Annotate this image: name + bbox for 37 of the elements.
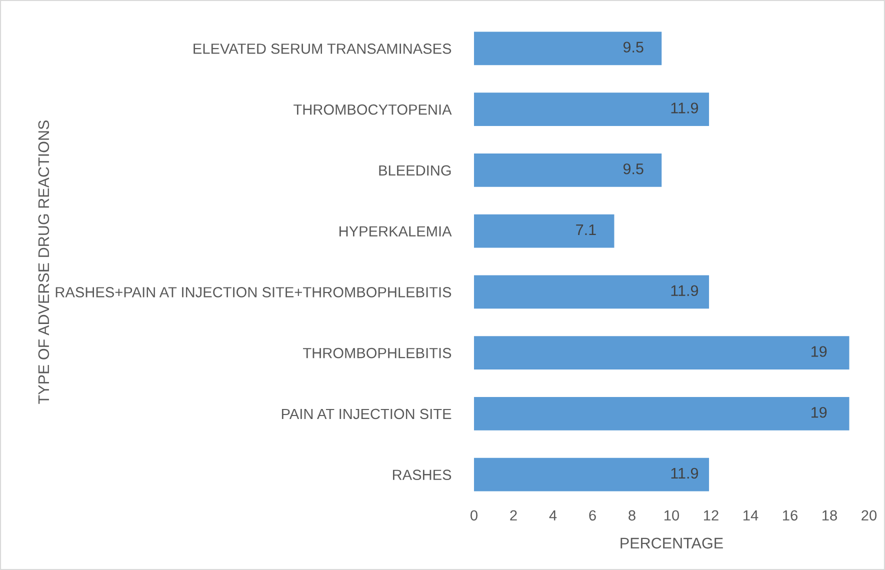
y-tick-label: THROMBOCYTOPENIA xyxy=(294,104,452,115)
x-tick-label: 8 xyxy=(628,510,636,521)
x-tick-label: 6 xyxy=(589,510,596,521)
bar xyxy=(474,336,850,370)
x-tick-label: 12 xyxy=(704,510,718,520)
x-tick-label: 2 xyxy=(510,510,517,520)
x-axis-title: PERCENTAGE xyxy=(620,538,723,549)
bar xyxy=(474,275,710,309)
data-label: 9.5 xyxy=(623,42,644,53)
x-tick-label: 18 xyxy=(822,510,837,521)
y-tick-label: HYPERKALEMIA xyxy=(340,226,452,236)
bar xyxy=(474,396,850,430)
bar xyxy=(474,214,614,248)
data-label: 11.9 xyxy=(671,468,698,479)
data-label: 11.9 xyxy=(671,285,698,296)
y-axis-title: TYPE OF ADVERSE DRUG REACTIONS xyxy=(38,120,50,404)
data-label: 19 xyxy=(812,346,827,357)
x-tick-label: 16 xyxy=(783,510,798,521)
x-tick-label: 4 xyxy=(549,510,557,520)
x-tick-label: 20 xyxy=(862,510,877,521)
y-tick-label: RASHES+PAIN AT INJECTION SITE+THROMBOPHLEBITIS xyxy=(56,287,452,298)
y-tick-label: RASHES xyxy=(393,470,452,480)
bar xyxy=(474,458,710,492)
y-tick-label: THROMBOPHLEBITIS xyxy=(303,348,452,358)
data-label: 19 xyxy=(812,406,827,418)
y-tick-label: PAIN AT INJECTION SITE xyxy=(282,408,452,420)
x-tick-label: 14 xyxy=(744,510,758,520)
bar xyxy=(474,153,662,187)
x-tick-label: 10 xyxy=(664,510,680,521)
data-label: 7.1 xyxy=(576,224,596,236)
bar xyxy=(474,32,662,66)
x-tick-label: 0 xyxy=(470,510,478,521)
y-tick-label: BLEEDING xyxy=(379,165,451,176)
data-label: 11.9 xyxy=(671,102,698,114)
bar xyxy=(474,92,710,126)
y-tick-label: ELEVATED SERUM TRANSAMINASES xyxy=(194,44,452,54)
data-label: 9.5 xyxy=(623,163,644,174)
